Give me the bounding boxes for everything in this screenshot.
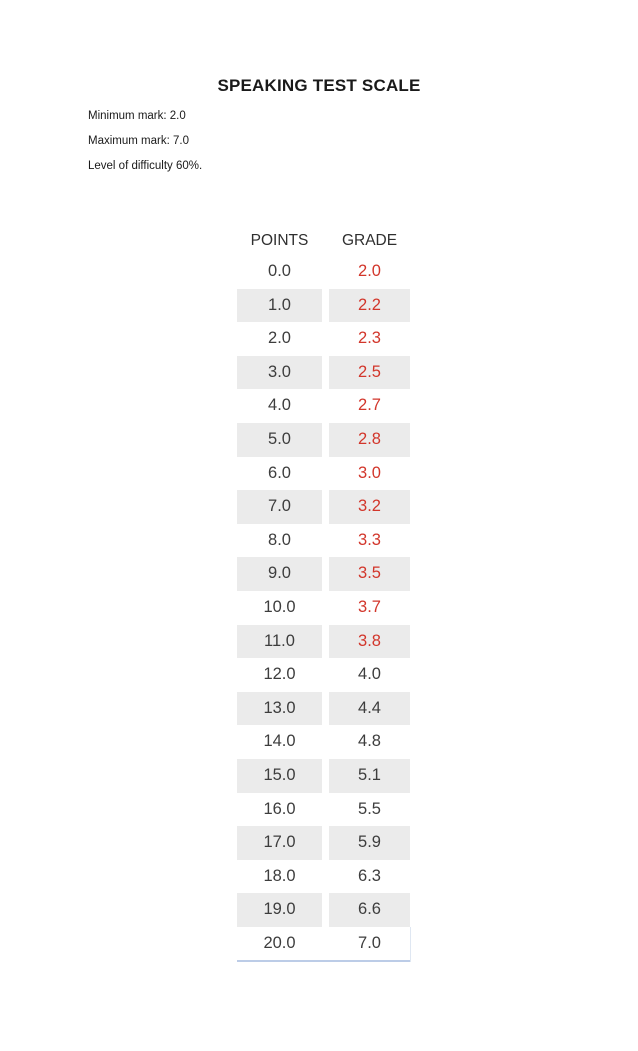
grade-cell: 5.5 bbox=[358, 799, 381, 818]
points-cell: 10.0 bbox=[263, 597, 296, 616]
table-row: 6.0 3.0 bbox=[237, 457, 410, 491]
table-header-row: POINTS GRADE bbox=[237, 226, 410, 255]
grade-cell: 3.2 bbox=[329, 490, 410, 524]
table-row: 5.0 2.8 bbox=[237, 422, 410, 457]
table-row: 13.0 4.4 bbox=[237, 691, 410, 726]
points-cell: 13.0 bbox=[237, 691, 322, 726]
grade-cell: 6.3 bbox=[358, 866, 381, 885]
grade-cell: 5.1 bbox=[329, 758, 410, 793]
grade-cell: 2.3 bbox=[358, 329, 381, 348]
table-row: 4.0 2.7 bbox=[237, 389, 410, 423]
page-title: SPEAKING TEST SCALE bbox=[217, 76, 421, 95]
table-row: 20.0 7.0 bbox=[237, 927, 410, 963]
points-cell: 8.0 bbox=[268, 530, 291, 549]
points-cell: 3.0 bbox=[237, 355, 322, 390]
grade-cell: 3.0 bbox=[358, 463, 381, 482]
points-cell: 17.0 bbox=[237, 826, 322, 860]
minimum-mark-label: Minimum mark: 2.0 bbox=[88, 110, 186, 122]
points-cell: 19.0 bbox=[237, 893, 322, 927]
meta-block: Minimum mark: 2.0 Maximum mark: 7.0 Leve… bbox=[88, 109, 202, 184]
grade-cell: 5.9 bbox=[329, 826, 410, 860]
points-cell: 7.0 bbox=[237, 490, 322, 524]
table-row: 11.0 3.8 bbox=[237, 624, 410, 659]
points-cell: 6.0 bbox=[268, 463, 291, 482]
grade-cell: 3.8 bbox=[329, 624, 410, 659]
table-body: 0.0 2.0 1.0 2.2 2.0 2.3 3.0 2.5 4.0 2.7 5.0 2.8 6.0 3… bbox=[237, 255, 410, 963]
grade-cell: 2.5 bbox=[329, 355, 410, 390]
maximum-mark-label: Maximum mark: 7.0 bbox=[88, 135, 189, 147]
grade-cell: 3.5 bbox=[329, 557, 410, 591]
grade-cell: 6.6 bbox=[329, 893, 410, 927]
table-row: 12.0 4.0 bbox=[237, 658, 410, 692]
table-row: 2.0 2.3 bbox=[237, 322, 410, 356]
points-cell: 11.0 bbox=[237, 624, 322, 659]
grade-cell: 2.2 bbox=[329, 288, 410, 323]
table-row: 17.0 5.9 bbox=[237, 826, 410, 860]
table-row: 10.0 3.7 bbox=[237, 591, 410, 625]
table-row: 9.0 3.5 bbox=[237, 557, 410, 591]
points-cell: 16.0 bbox=[263, 799, 296, 818]
points-cell: 0.0 bbox=[268, 262, 291, 280]
points-cell: 1.0 bbox=[237, 288, 322, 323]
grade-cell: 4.8 bbox=[358, 732, 381, 751]
grade-column-header: GRADE bbox=[341, 231, 398, 249]
grade-cell: 3.3 bbox=[358, 530, 381, 549]
table-row: 16.0 5.5 bbox=[237, 793, 410, 827]
table-row: 7.0 3.2 bbox=[237, 490, 410, 524]
grade-cell: 7.0 bbox=[358, 933, 381, 952]
grade-cell: 2.7 bbox=[358, 396, 381, 415]
speaking-test-scale-table: POINTS GRADE 0.0 2.0 1.0 2.2 2.0 2.3 3.0 2.5 4.0… bbox=[237, 226, 410, 963]
grade-cell: 4.0 bbox=[358, 665, 381, 684]
table-row: 15.0 5.1 bbox=[237, 758, 410, 793]
table-row: 0.0 2.0 bbox=[237, 255, 410, 289]
table-row: 18.0 6.3 bbox=[237, 860, 410, 894]
points-column-header: POINTS bbox=[250, 231, 309, 249]
table-row: 8.0 3.3 bbox=[237, 524, 410, 558]
grade-cell: 4.4 bbox=[329, 691, 410, 726]
table-row: 19.0 6.6 bbox=[237, 893, 410, 927]
table-row: 3.0 2.5 bbox=[237, 355, 410, 390]
table-row: 1.0 2.2 bbox=[237, 288, 410, 323]
points-cell: 2.0 bbox=[268, 329, 291, 348]
points-cell: 15.0 bbox=[237, 758, 322, 793]
grade-cell: 2.0 bbox=[358, 262, 381, 280]
points-cell: 4.0 bbox=[268, 396, 291, 415]
grade-cell: 3.7 bbox=[358, 597, 381, 616]
points-cell: 18.0 bbox=[263, 866, 296, 885]
points-cell: 5.0 bbox=[237, 422, 322, 457]
table-row: 14.0 4.8 bbox=[237, 725, 410, 759]
difficulty-level-label: Level of difficulty 60%. bbox=[88, 160, 203, 172]
grade-cell: 2.8 bbox=[329, 422, 410, 457]
points-cell: 9.0 bbox=[237, 557, 322, 591]
points-cell: 20.0 bbox=[263, 933, 296, 952]
points-cell: 14.0 bbox=[263, 732, 296, 751]
points-cell: 12.0 bbox=[263, 665, 296, 684]
